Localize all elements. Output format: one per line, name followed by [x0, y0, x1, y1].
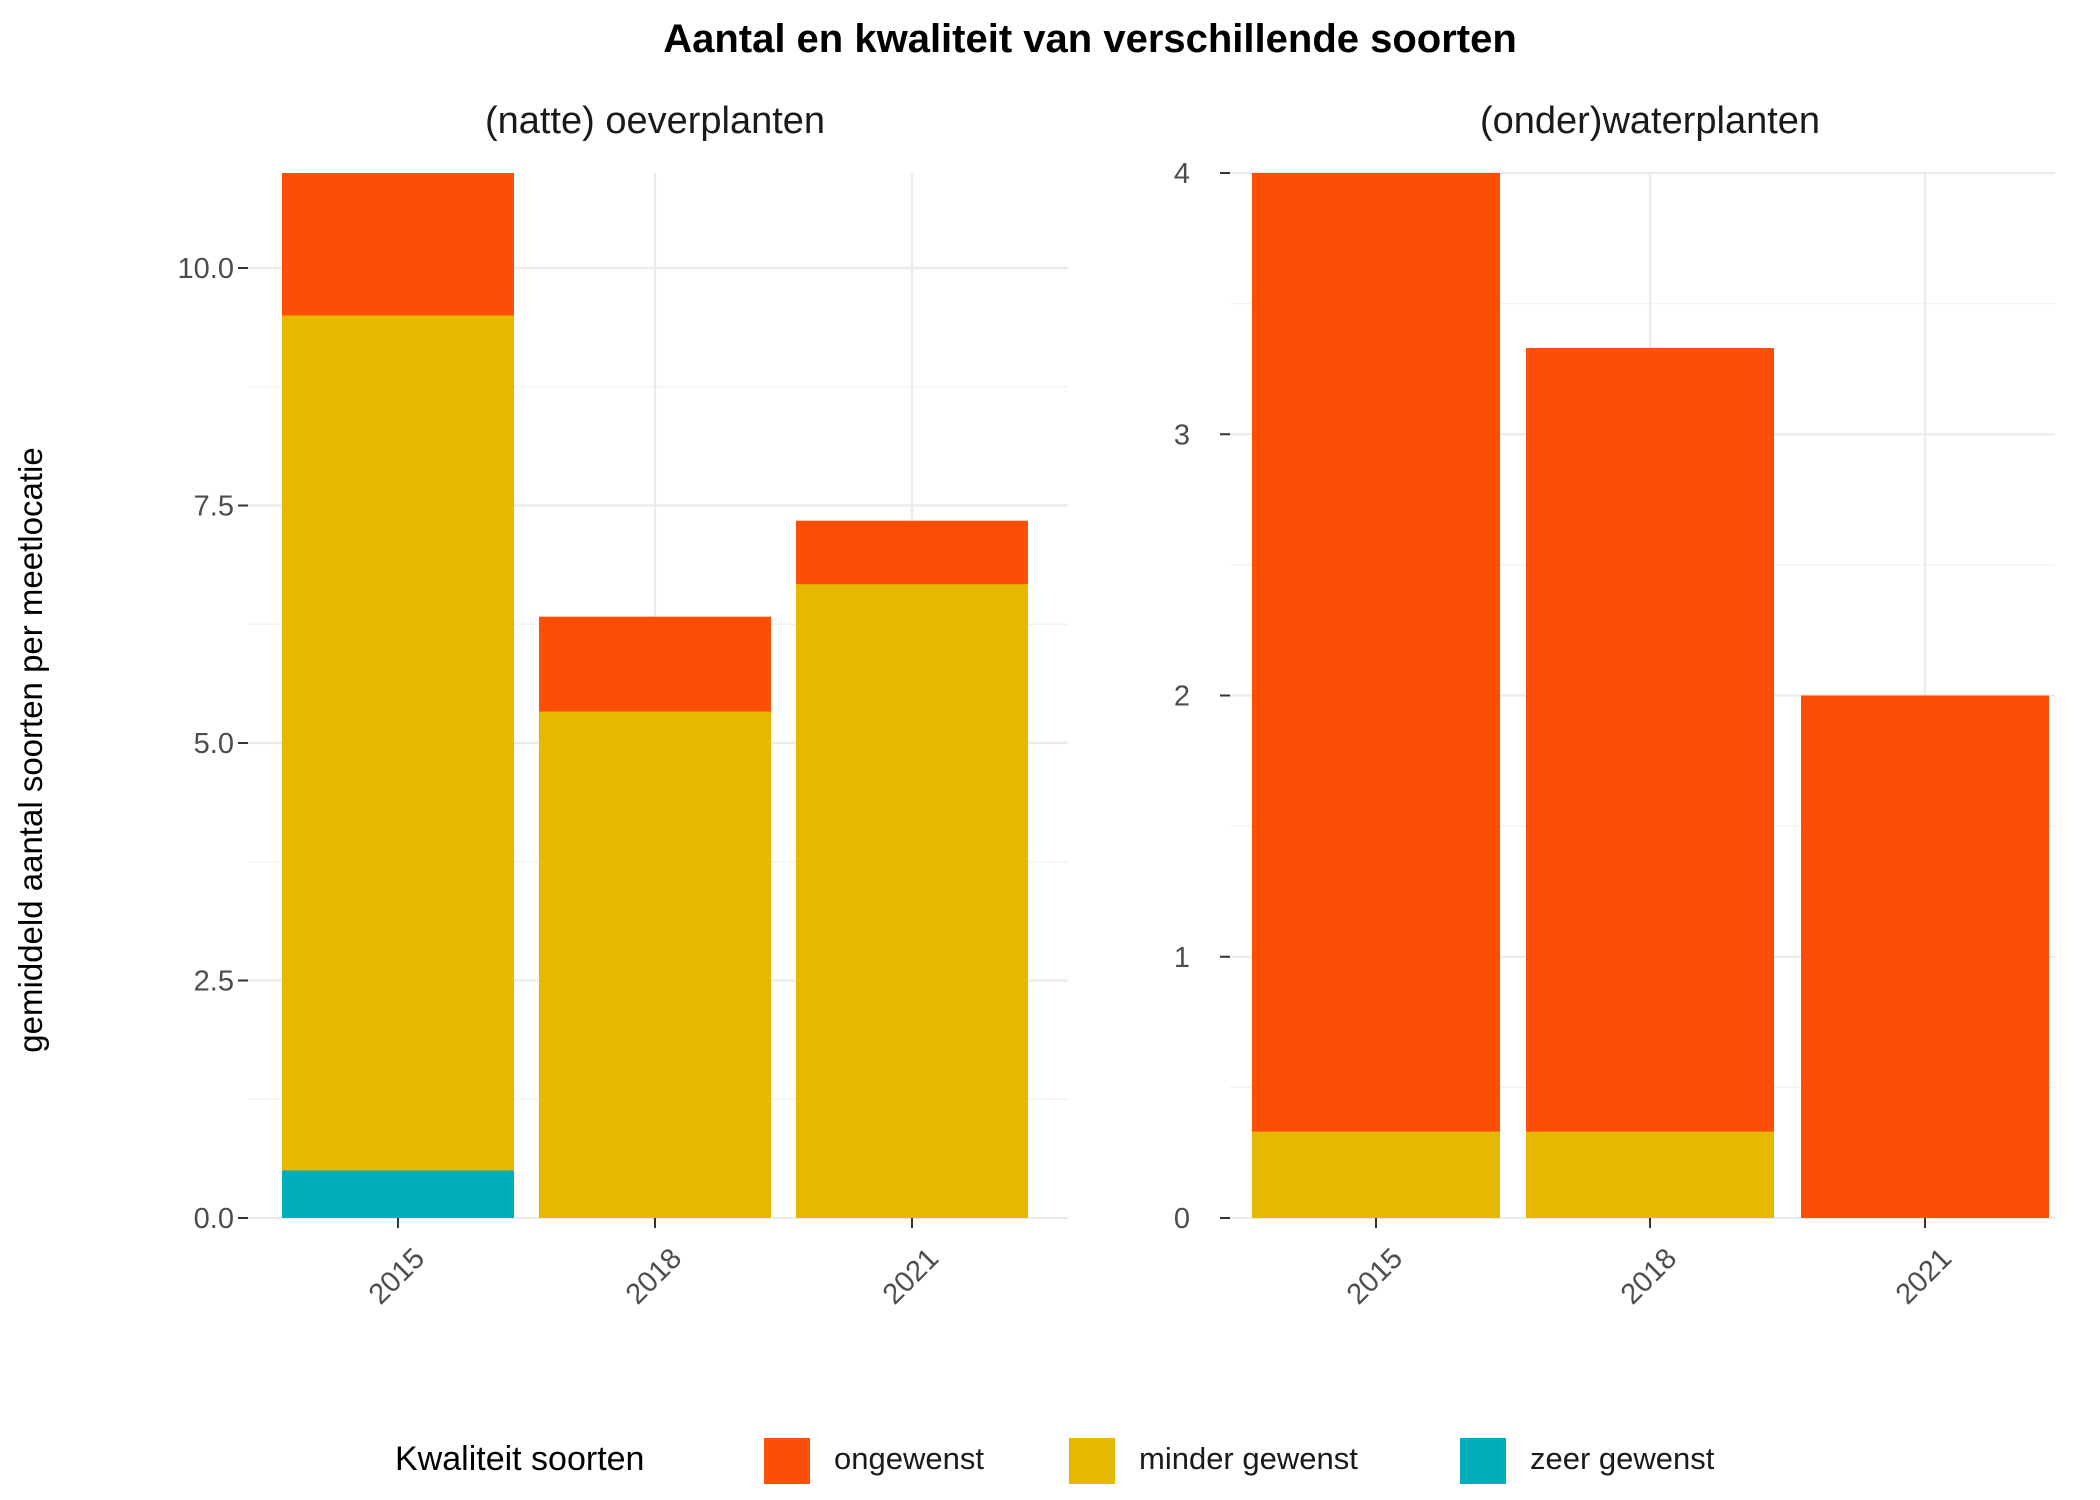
y-tick-label: 3: [1174, 419, 1190, 451]
legend-label: zeer gewenst: [1530, 1441, 1715, 1476]
x-tick-label: 2021: [877, 1242, 945, 1310]
y-tick-label: 0.0: [194, 1203, 234, 1235]
y-tick-label: 7.5: [194, 491, 234, 523]
bar-segment: [1252, 173, 1500, 1132]
legend-label: ongewenst: [834, 1441, 984, 1476]
y-tick-label: 5.0: [194, 728, 234, 760]
x-tick-label: 2021: [1890, 1242, 1958, 1310]
y-tick-label: 10.0: [178, 253, 234, 285]
legend-label: minder gewenst: [1139, 1441, 1358, 1476]
panel-waterplanten: (onder)waterplanten 0 1 2 3 4 2015 2018 2021: [1174, 100, 2055, 1311]
legend-title: Kwaliteit soorten: [395, 1440, 644, 1478]
legend-key: [764, 1438, 810, 1484]
chart-title: Aantal en kwaliteit van verschillende so…: [663, 17, 1517, 61]
bar-segment: [282, 1170, 514, 1218]
bar-segment: [539, 616, 771, 712]
bars: [282, 173, 1028, 1218]
legend-key: [1460, 1438, 1506, 1484]
panel-oeverplanten: (natte) oeverplanten 0.0 2.5 5.0 7.5 10.0 201…: [178, 100, 1068, 1311]
panel-subtitle: (natte) oeverplanten: [485, 100, 825, 142]
x-tick-label: 2018: [620, 1242, 688, 1310]
bar-segment: [796, 584, 1028, 1218]
bar-segment: [1801, 695, 2049, 1218]
x-tick-label: 2015: [1341, 1242, 1409, 1310]
bar-segment: [1252, 1131, 1500, 1218]
panel-subtitle: (onder)waterplanten: [1480, 100, 1820, 142]
bar-segment: [1526, 1131, 1774, 1218]
y-tick-label: 2: [1174, 681, 1190, 713]
y-tick-label: 0: [1174, 1203, 1190, 1235]
y-axis-label: gemiddeld aantal soorten per meetlocatie: [12, 447, 49, 1052]
bar-segment: [282, 173, 514, 316]
legend: Kwaliteit soorten ongewenst minder gewens…: [395, 1438, 1715, 1484]
bar-segment: [1526, 348, 1774, 1132]
x-tick-label: 2018: [1615, 1242, 1683, 1310]
bar-segment: [539, 711, 771, 1218]
bar-segment: [796, 520, 1028, 585]
legend-key: [1069, 1438, 1115, 1484]
x-tick-label: 2015: [363, 1242, 431, 1310]
bar-segment: [282, 315, 514, 1171]
y-tick-label: 4: [1174, 158, 1190, 190]
y-tick-label: 2.5: [194, 966, 234, 998]
y-tick-label: 1: [1174, 942, 1190, 974]
bars: [1252, 173, 2049, 1218]
